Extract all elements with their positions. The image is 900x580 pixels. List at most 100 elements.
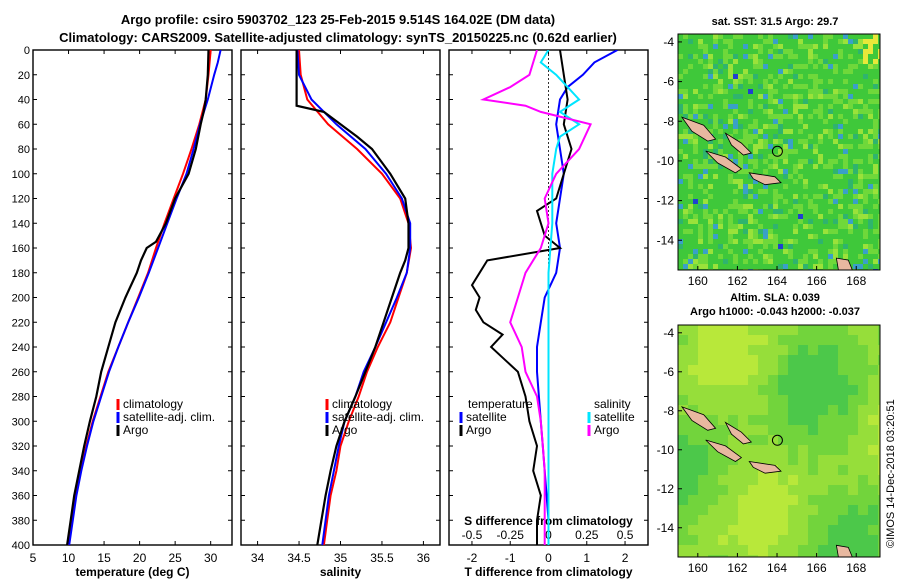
map-cell bbox=[718, 64, 723, 69]
map-cell bbox=[828, 239, 833, 244]
map-cell bbox=[738, 159, 743, 164]
map-cell bbox=[878, 174, 880, 179]
map-cell bbox=[828, 174, 833, 179]
map-cell bbox=[853, 54, 858, 59]
map-cell bbox=[813, 219, 818, 224]
map-cell bbox=[748, 49, 753, 54]
map-cell bbox=[683, 259, 688, 264]
map-cell bbox=[693, 169, 698, 174]
map-cell bbox=[773, 164, 778, 169]
map-cell bbox=[798, 395, 808, 405]
map-cell bbox=[878, 139, 880, 144]
map-cell bbox=[853, 139, 858, 144]
map-cell bbox=[678, 264, 683, 269]
map-cell bbox=[753, 59, 758, 64]
map-cell bbox=[743, 169, 748, 174]
map-cell bbox=[803, 214, 808, 219]
map-cell bbox=[693, 219, 698, 224]
map-cell bbox=[688, 555, 698, 557]
map-cell bbox=[848, 259, 853, 264]
map-cell bbox=[688, 445, 698, 455]
map-cell bbox=[853, 34, 858, 39]
map-cell bbox=[788, 214, 793, 219]
map-cell bbox=[868, 129, 873, 134]
series-line-satellite-adj-clim- bbox=[68, 50, 222, 545]
map-cell bbox=[793, 264, 798, 269]
map-cell bbox=[733, 114, 738, 119]
map-cell bbox=[778, 74, 783, 79]
map-cell bbox=[778, 495, 788, 505]
map-cell bbox=[783, 249, 788, 254]
map-cell bbox=[858, 264, 863, 269]
map-cell bbox=[738, 455, 748, 465]
credit-text: ©IMOS 14-Dec-2018 03:20:51 bbox=[885, 399, 897, 548]
map-cell bbox=[678, 74, 683, 79]
map-cell bbox=[738, 114, 743, 119]
map-cell bbox=[678, 465, 688, 475]
map-cell bbox=[743, 69, 748, 74]
map-cell bbox=[823, 94, 828, 99]
map-cell bbox=[723, 84, 728, 89]
map-cell bbox=[678, 109, 683, 114]
series-line-argo bbox=[66, 50, 210, 545]
series-line-s-satellite bbox=[539, 50, 581, 545]
map-cell bbox=[748, 129, 753, 134]
map-cell bbox=[738, 194, 743, 199]
x-tick-label: -2 bbox=[467, 551, 478, 565]
map-cell bbox=[863, 194, 868, 199]
map-cell bbox=[693, 209, 698, 214]
map-cell bbox=[693, 179, 698, 184]
map-cell bbox=[848, 249, 853, 254]
map-cell bbox=[678, 395, 688, 405]
map-cell bbox=[778, 39, 783, 44]
map-cell bbox=[798, 545, 808, 555]
map-cell bbox=[878, 335, 880, 345]
map-cell bbox=[758, 535, 768, 545]
map-cell bbox=[683, 209, 688, 214]
map-cell bbox=[793, 199, 798, 204]
map-cell bbox=[808, 109, 813, 114]
map-cell bbox=[768, 44, 773, 49]
map-cell bbox=[758, 209, 763, 214]
map-cell bbox=[773, 74, 778, 79]
map-cell bbox=[773, 114, 778, 119]
map-cell bbox=[858, 535, 868, 545]
map-cell bbox=[753, 39, 758, 44]
map-cell bbox=[788, 54, 793, 59]
y-tick-label: -8 bbox=[663, 404, 674, 418]
map-cell bbox=[798, 435, 808, 445]
map-cell bbox=[878, 169, 880, 174]
map-cell bbox=[808, 84, 813, 89]
map-cell bbox=[823, 69, 828, 74]
map-cell bbox=[878, 535, 880, 545]
map-cell bbox=[878, 74, 880, 79]
map-cell bbox=[818, 204, 823, 209]
map-cell bbox=[713, 254, 718, 259]
map-cell bbox=[798, 59, 803, 64]
map-cell bbox=[858, 405, 868, 415]
map-cell bbox=[703, 194, 708, 199]
map-cell bbox=[763, 69, 768, 74]
map-cell bbox=[858, 79, 863, 84]
map-cell bbox=[868, 114, 873, 119]
map-cell bbox=[703, 49, 708, 54]
map-cell bbox=[723, 229, 728, 234]
map-cell bbox=[728, 505, 738, 515]
map-cell bbox=[688, 485, 698, 495]
map-cell bbox=[798, 94, 803, 99]
map-cell bbox=[818, 169, 823, 174]
map-cell bbox=[703, 154, 708, 159]
map-cell bbox=[768, 69, 773, 74]
map-cell bbox=[703, 149, 708, 154]
map-cell bbox=[818, 44, 823, 49]
map-cell bbox=[858, 234, 863, 239]
map-cell bbox=[678, 244, 683, 249]
map-cell bbox=[718, 555, 728, 557]
map-cell bbox=[873, 264, 878, 269]
map-cell bbox=[878, 89, 880, 94]
map-cell bbox=[863, 259, 868, 264]
map-cell bbox=[763, 99, 768, 104]
map-cell bbox=[818, 214, 823, 219]
map-cell bbox=[863, 149, 868, 154]
map-cell bbox=[768, 355, 778, 365]
